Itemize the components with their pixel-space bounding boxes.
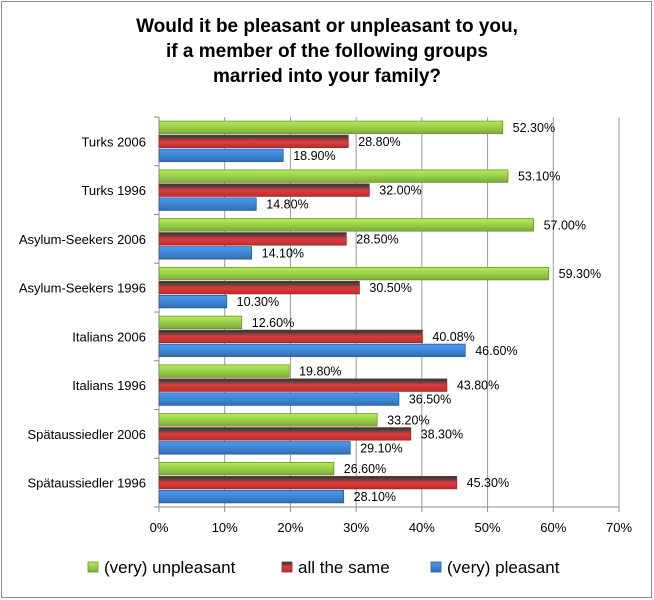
bar [158, 280, 360, 295]
bar [158, 392, 400, 406]
bar [158, 294, 228, 309]
data-label: 28.80% [358, 135, 400, 149]
bar [158, 266, 550, 281]
bar [158, 427, 412, 441]
bar [158, 169, 509, 183]
bar [158, 197, 257, 211]
bar [158, 329, 423, 344]
data-label: 43.80% [457, 379, 499, 393]
bar [158, 148, 284, 163]
data-label: 28.50% [356, 232, 398, 246]
bar [158, 183, 370, 197]
bar [158, 134, 349, 149]
legend-swatch [281, 561, 293, 573]
bar [158, 315, 243, 330]
chart-title: Would it be pleasant or unpleasant to yo… [136, 16, 518, 87]
bar [158, 475, 458, 490]
bar [158, 461, 335, 476]
bar [158, 364, 290, 378]
data-label: 53.10% [518, 170, 560, 184]
bar [158, 120, 504, 135]
data-label: 28.10% [354, 490, 396, 504]
data-label: 12.60% [252, 316, 294, 330]
bar [158, 489, 345, 504]
data-label: 29.10% [360, 441, 402, 455]
data-label: 38.30% [421, 427, 463, 441]
legend-swatch [430, 561, 442, 573]
data-label: 52.30% [513, 121, 555, 135]
data-label: 10.30% [237, 295, 279, 309]
legend-swatch [87, 561, 99, 573]
category-label: Turks 1996 [81, 183, 146, 198]
category-label: Spätaussiedler 2006 [27, 427, 146, 442]
x-tick-label: 70% [606, 520, 632, 535]
bar [158, 218, 534, 232]
data-label: 36.50% [409, 393, 451, 407]
category-label: Asylum-Seekers 1996 [19, 281, 146, 296]
category-label: Italians 1996 [72, 378, 146, 393]
bar [158, 246, 253, 260]
legend-label: all the same [298, 558, 390, 577]
x-tick-label: 0% [150, 520, 169, 535]
category-label: Asylum-Seekers 2006 [19, 232, 146, 247]
bar [158, 232, 347, 246]
x-tick-label: 10% [212, 520, 238, 535]
data-label: 57.00% [544, 218, 586, 232]
x-tick-label: 60% [540, 520, 566, 535]
data-label: 46.60% [475, 344, 517, 358]
bar [158, 413, 378, 427]
data-label: 32.00% [379, 184, 421, 198]
bar [158, 343, 466, 358]
category-label: Spätaussiedler 1996 [27, 476, 146, 491]
legend-label: (very) unpleasant [104, 558, 236, 577]
data-label: 14.10% [262, 246, 304, 260]
data-label: 18.90% [293, 149, 335, 163]
category-label: Turks 2006 [81, 134, 146, 149]
x-tick-label: 50% [475, 520, 501, 535]
legend-label: (very) pleasant [447, 558, 560, 577]
x-tick-label: 40% [409, 520, 435, 535]
data-label: 33.20% [387, 413, 429, 427]
data-label: 40.08% [432, 330, 474, 344]
data-label: 59.30% [559, 267, 601, 281]
bar [158, 441, 351, 455]
data-label: 14.80% [266, 198, 308, 212]
data-label: 19.80% [299, 365, 341, 379]
bar [158, 378, 448, 392]
data-label: 26.60% [344, 462, 386, 476]
data-label: 30.50% [369, 281, 411, 295]
x-tick-label: 30% [343, 520, 369, 535]
category-label: Italians 2006 [72, 329, 146, 344]
x-tick-label: 20% [277, 520, 303, 535]
data-label: 45.30% [467, 476, 509, 490]
